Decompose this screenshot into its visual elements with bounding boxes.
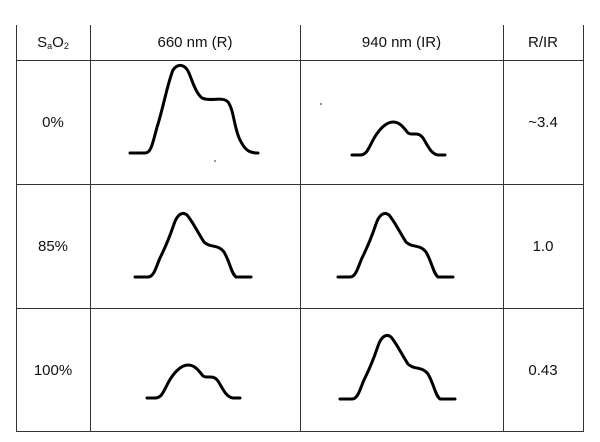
row1-ratio: ~3.4: [528, 113, 558, 131]
row3-ratio: 0.43: [528, 361, 558, 379]
row2-sao2: 85%: [37, 237, 69, 255]
row1-ir-waveform: [350, 120, 447, 157]
row2-ratio: 1.0: [532, 237, 554, 255]
header-sao2-sub-2: 2: [63, 41, 69, 51]
row3-sao2: 100%: [33, 361, 73, 379]
scan-speck: [214, 160, 216, 162]
row1-red-waveform: [128, 64, 260, 155]
header-ratio: R/IR: [528, 33, 558, 51]
header-sao2-o: O: [52, 33, 64, 51]
row3-ir-waveform: [338, 333, 457, 401]
header-660nm: 660 nm (R): [157, 33, 233, 51]
row1-sao2: 0%: [42, 113, 64, 131]
col-divider-2: [300, 25, 301, 432]
header-sao2-sub-a: a: [47, 41, 53, 51]
col-divider-1: [90, 25, 91, 432]
scan-speck: [320, 103, 322, 105]
row3-red-waveform: [145, 363, 242, 400]
header-sao2-s: S: [37, 33, 48, 51]
col-divider-3: [503, 25, 504, 432]
row2-ir-waveform: [336, 211, 455, 279]
col-divider-left: [16, 25, 17, 432]
col-divider-right: [583, 25, 584, 432]
header-940nm: 940 nm (IR): [361, 33, 442, 51]
row2-red-waveform: [133, 211, 253, 279]
